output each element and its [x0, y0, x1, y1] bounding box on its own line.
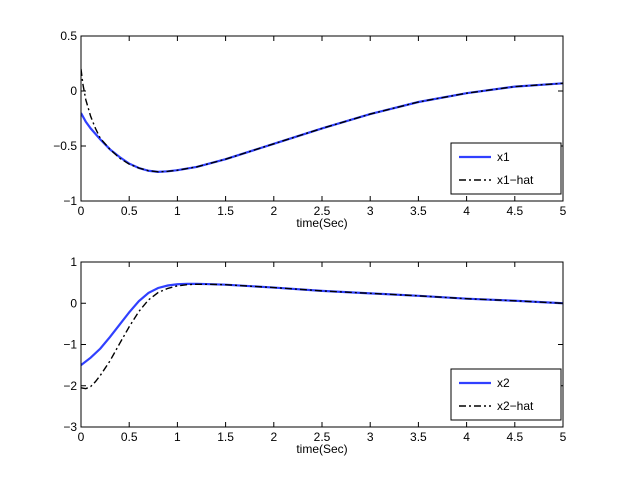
y-tick-label: −3: [63, 420, 77, 434]
series-line-estimate: [81, 68, 563, 173]
x-tick-label: 4: [463, 204, 470, 218]
x-tick-label: 4: [463, 430, 470, 444]
y-tick-label: −1: [63, 194, 77, 208]
top-plot: 0 0.5 1 1.5 2 2.5 3 3.5 4 4.5 5 −1 −0.5 0 0.5 time(Sec)…: [53, 29, 566, 230]
x-tick-label: 1: [174, 430, 181, 444]
bottom-plot: 0 0.5 1 1.5 2 2.5 3 3.5 4 4.5 5 −3 −2 −1 0 1 time(Sec) x2…: [63, 255, 566, 456]
x-tick-label: 2.5: [314, 204, 331, 218]
legend: x2 x2−hat: [450, 368, 562, 421]
legend-box: [450, 142, 562, 195]
x-tick-label: 1.5: [217, 204, 234, 218]
legend-entry-label: x1−hat: [497, 173, 534, 187]
x-tick-label: 1: [174, 204, 181, 218]
y-tick-label: 0.5: [60, 29, 77, 43]
x-tick-label: 3.5: [410, 204, 427, 218]
y-tick-label: −1: [63, 338, 77, 352]
x-tick-label: 0: [78, 204, 85, 218]
x-tick-label: 3: [367, 204, 374, 218]
x-tick-label: 0.5: [121, 204, 138, 218]
y-tick-label: 0: [70, 84, 77, 98]
legend-entry-label: x2−hat: [497, 399, 534, 413]
x-axis-label: time(Sec): [296, 442, 347, 456]
x-tick-label: 5: [560, 204, 567, 218]
legend-entry-label: x2: [497, 376, 510, 390]
x-tick-label: 0.5: [121, 430, 138, 444]
x-tick-label: 4.5: [506, 430, 523, 444]
x-tick-label: 2.5: [314, 430, 331, 444]
series-line-estimate: [81, 283, 563, 390]
x-tick-label: 0: [78, 430, 85, 444]
legend-box: [450, 368, 562, 421]
x-tick-label: 3.5: [410, 430, 427, 444]
x-tick-label: 3: [367, 430, 374, 444]
legend-entry-label: x1: [497, 150, 510, 164]
y-tick-label: −2: [63, 379, 77, 393]
x-tick-label: 2: [270, 204, 277, 218]
y-tick-label: −0.5: [53, 139, 77, 153]
x-tick-label: 1.5: [217, 430, 234, 444]
legend: x1 x1−hat: [450, 142, 562, 195]
x-tick-label: 4.5: [506, 204, 523, 218]
x-tick-label: 5: [560, 430, 567, 444]
x-axis-label: time(Sec): [296, 216, 347, 230]
y-tick-label: 1: [70, 255, 77, 269]
y-tick-label: 0: [70, 296, 77, 310]
x-tick-label: 2: [270, 430, 277, 444]
